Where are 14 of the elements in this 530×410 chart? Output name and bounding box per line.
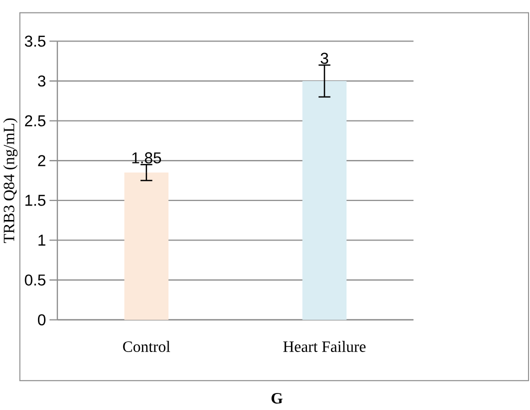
y-tick-label: 2.5 [25, 115, 46, 126]
data-label: 1.85 [132, 152, 162, 164]
y-tick-label: 0.5 [24, 274, 46, 286]
y-tick-label: 2 [38, 155, 46, 166]
y-tick-label: 1 [38, 234, 46, 246]
data-label: 3 [320, 52, 328, 64]
y-tick-label: 0 [38, 314, 46, 326]
y-tick-label: 3.5 [24, 36, 46, 47]
x-tick-label: Heart Failure [283, 340, 366, 352]
text: G [272, 393, 283, 404]
y-tick-label: 3 [38, 75, 46, 87]
x-tick-label: Control [123, 340, 170, 352]
y-tick-label: 1.5 [25, 194, 46, 206]
y-axis-title: TRB3 Q84 (ng/mL) [3, 118, 18, 243]
